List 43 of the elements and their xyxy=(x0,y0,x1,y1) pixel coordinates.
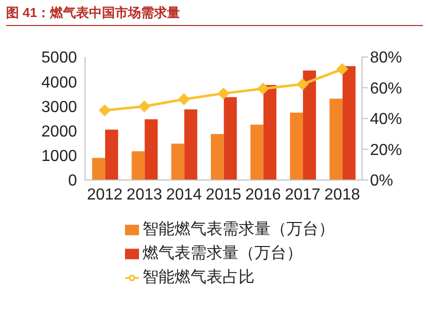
y2-tick-label: 0% xyxy=(370,172,394,190)
legend-label: 智能燃气表需求量（万台） xyxy=(142,221,334,238)
point xyxy=(257,82,270,95)
bar xyxy=(92,158,106,180)
point xyxy=(218,87,230,100)
y-tick-label: 5000 xyxy=(41,50,78,67)
bar xyxy=(302,70,316,180)
bar xyxy=(263,85,276,180)
y2-tick-label: 40% xyxy=(370,111,402,128)
chart-title: 图 41：燃气表中国市场需求量 xyxy=(6,4,423,26)
bar xyxy=(210,134,224,180)
bar xyxy=(132,151,145,180)
x-tick-label: 2015 xyxy=(206,186,242,204)
bar xyxy=(342,66,356,180)
x-tick-label: 2014 xyxy=(166,186,202,204)
x-tick-label: 2016 xyxy=(245,186,281,204)
y2-tick-label: 60% xyxy=(370,80,402,98)
y-tick-label: 2000 xyxy=(41,123,78,140)
bar xyxy=(144,119,158,180)
bar xyxy=(184,109,198,180)
y-tick-label: 1000 xyxy=(41,148,78,166)
y-tick-label: 4000 xyxy=(41,74,78,92)
bar xyxy=(105,130,118,180)
legend-label: 燃气表需求量（万台） xyxy=(142,245,302,262)
y-tick-label: 3000 xyxy=(41,98,78,116)
y-tick-label: 0 xyxy=(68,172,78,190)
point xyxy=(98,104,111,116)
y2-tick-label: 20% xyxy=(370,142,402,159)
legend-label: 智能燃气表占比 xyxy=(142,269,254,286)
point xyxy=(296,78,309,90)
x-tick-label: 2018 xyxy=(324,186,360,204)
x-tick-label: 2012 xyxy=(86,186,123,204)
bar xyxy=(330,98,343,180)
point xyxy=(336,63,348,76)
bar xyxy=(290,112,303,180)
y2-tick-label: 80% xyxy=(370,50,402,67)
point xyxy=(178,93,190,106)
bar xyxy=(250,124,264,180)
bar xyxy=(171,144,184,180)
x-tick-label: 2013 xyxy=(126,186,162,204)
bar xyxy=(224,97,237,180)
point xyxy=(138,100,150,112)
x-tick-label: 2017 xyxy=(284,186,321,204)
